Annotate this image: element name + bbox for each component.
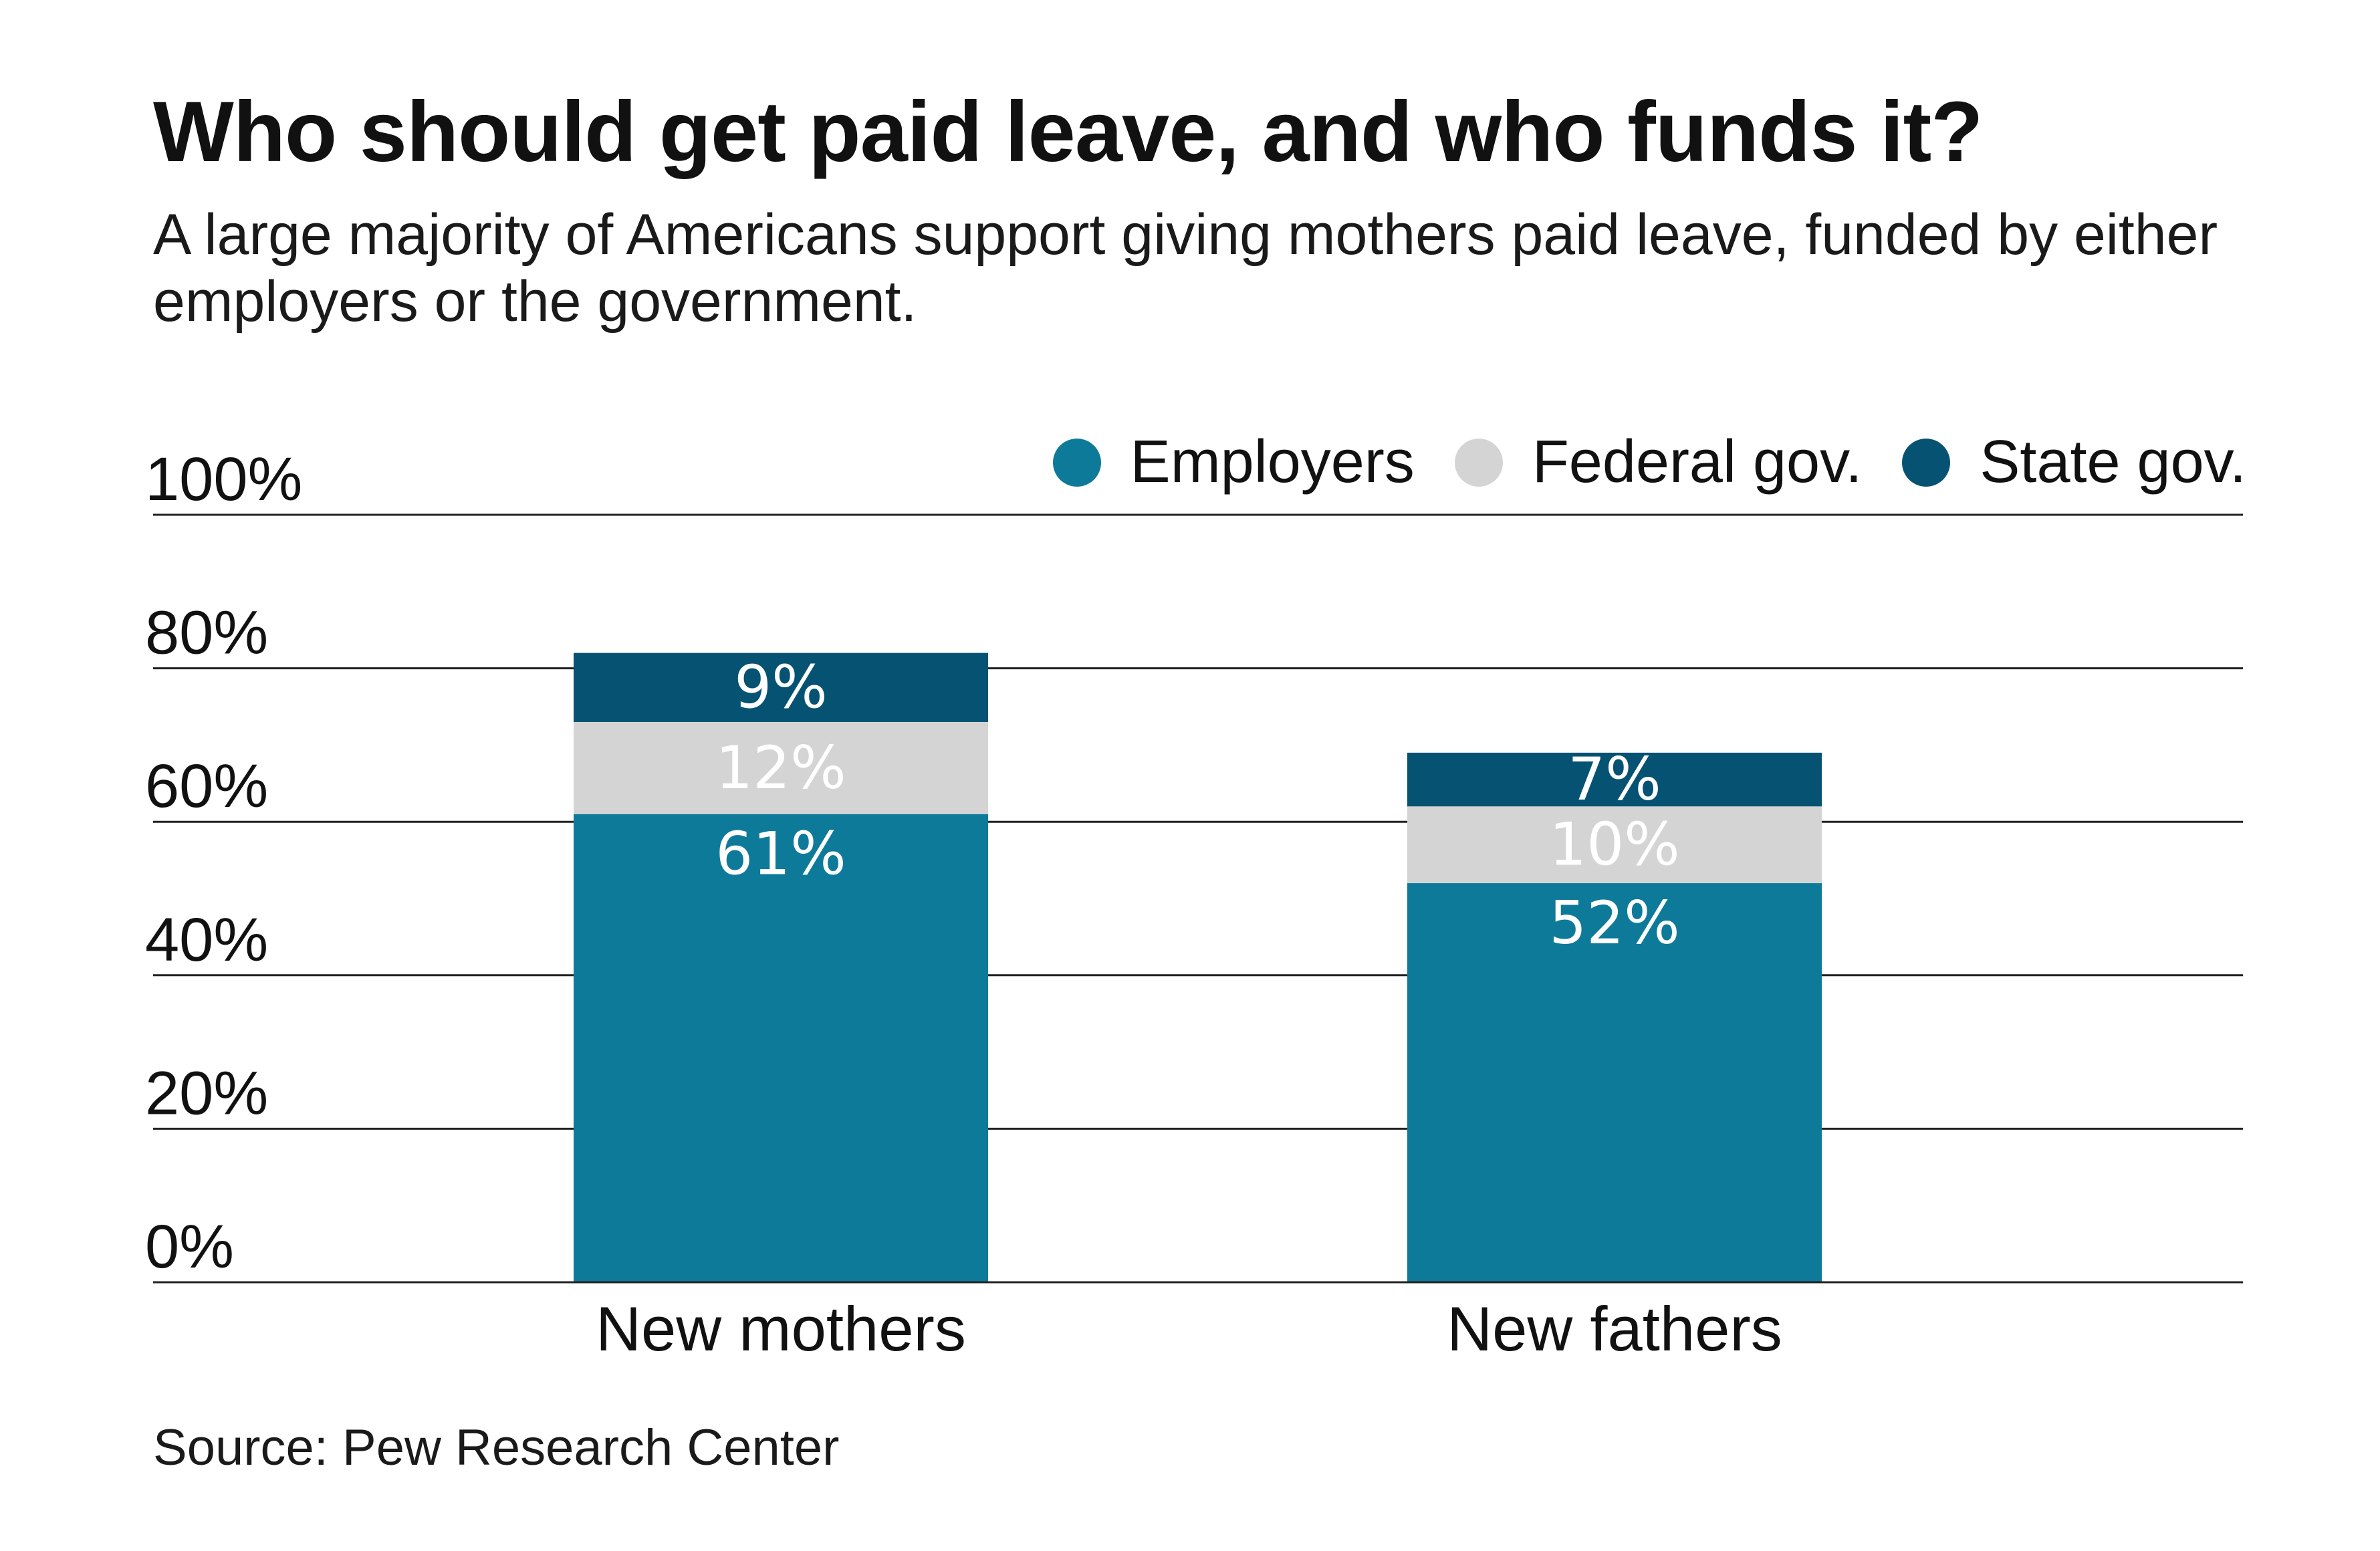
y-tick-label: 20% xyxy=(145,1059,268,1127)
bar-segment xyxy=(1407,806,1822,884)
x-tick-label: New mothers xyxy=(596,1294,966,1364)
y-tick-label: 60% xyxy=(145,752,268,820)
legend-label: Federal gov. xyxy=(1532,429,1863,495)
legend-item: State gov. xyxy=(1902,428,2246,497)
y-tick-label: 100% xyxy=(145,445,302,513)
bar-segment xyxy=(574,814,988,1282)
data-label: 9% xyxy=(734,652,828,721)
bar-segment xyxy=(574,721,988,814)
legend-swatch xyxy=(1454,438,1503,487)
data-label: 10% xyxy=(1549,810,1680,879)
y-tick-label: 0% xyxy=(145,1213,234,1281)
legend-swatch xyxy=(1902,438,1951,487)
bar-segment xyxy=(1407,752,1822,807)
legend-swatch xyxy=(1052,438,1101,487)
chart-subtitle: A large majority of Americans support gi… xyxy=(153,203,2218,334)
legend-item: Employers xyxy=(1052,428,1415,497)
legend-label: Employers xyxy=(1130,429,1415,495)
chart-title: Who should get paid leave, and who funds… xyxy=(153,84,1983,180)
data-label: 12% xyxy=(715,733,846,802)
bar-segment xyxy=(1407,883,1822,1282)
data-label: 7% xyxy=(1568,745,1661,814)
chart-legend: Employers Federal gov. State gov. xyxy=(1052,428,2246,497)
data-label: 52% xyxy=(1549,888,1680,957)
y-tick-label: 80% xyxy=(145,599,268,667)
y-tick-label: 40% xyxy=(145,906,268,974)
bar-segment xyxy=(574,652,988,722)
legend-item: Federal gov. xyxy=(1454,428,1863,497)
legend-label: State gov. xyxy=(1980,429,2246,495)
source-note: Source: Pew Research Center xyxy=(153,1419,840,1476)
data-label: 61% xyxy=(715,820,846,888)
x-tick-label: New fathers xyxy=(1447,1294,1782,1364)
